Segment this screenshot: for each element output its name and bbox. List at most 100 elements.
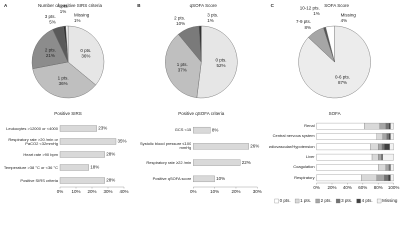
bar-segment	[390, 133, 394, 140]
value-label: 18%	[90, 165, 99, 170]
slice-category: 7-9 pts.	[296, 19, 311, 24]
category-label: Liver	[305, 154, 315, 160]
slice-category: 0 pts.	[216, 58, 227, 63]
category-label-box: Temperature >38 °C or <36 °C	[3, 164, 58, 170]
category-label: Respiratory	[294, 174, 315, 180]
slice-category: 2 pts.	[45, 47, 56, 52]
bar-segment	[390, 122, 394, 130]
category-label: Leukocytes >12000 or <4000	[6, 125, 58, 131]
x-tick-label: 0%	[313, 185, 320, 190]
category-label-box: Respiratory rate ≥22 /min	[146, 159, 192, 165]
bar-segment	[316, 143, 371, 151]
category-label: Coagulation	[293, 164, 315, 170]
category-label: Cardiovascular/Hypotension	[268, 143, 315, 149]
x-tick-label: 20%	[87, 189, 96, 194]
pie-title: Number of positive SIRS criteria	[38, 3, 103, 8]
pie-slice	[198, 25, 202, 63]
value-label: 8%	[212, 127, 219, 132]
panel-letter: B	[137, 3, 141, 8]
legend-swatch	[274, 198, 279, 204]
slice-value-label: 1%	[207, 18, 214, 23]
bar-segment	[384, 143, 390, 151]
bar-segment	[388, 122, 391, 130]
x-tick-label: 40%	[119, 189, 128, 194]
slice-value-label: 87%	[338, 80, 347, 85]
bar-segment	[379, 122, 387, 130]
x-tick-label: 0%	[190, 189, 197, 194]
category-label-box: Liver	[305, 154, 315, 160]
slice-category: 10-12 pts.	[300, 5, 320, 10]
chart-title: SOFA	[329, 111, 341, 116]
panel-letter: A	[4, 3, 8, 8]
bar-segment	[384, 174, 389, 182]
bar-segment	[316, 174, 362, 182]
slice-value-label: 10%	[176, 21, 185, 26]
legend-label: 2 pts.	[321, 198, 332, 203]
category-label: Temperature >38 °C or <36 °C	[3, 164, 58, 170]
bar	[59, 177, 105, 184]
slice-category: 3 pts.	[45, 14, 56, 19]
slice-value-label: 4%	[341, 18, 348, 23]
slice-category: 2 pts.	[174, 15, 185, 20]
bar-segment	[378, 143, 383, 151]
category-label-box: Central nervous system	[272, 133, 315, 139]
category-label-box: Heart rate >90 bpm	[23, 152, 58, 156]
pie-slice	[32, 61, 97, 99]
legend-swatch	[376, 198, 382, 204]
category-label-box: Cardiovascular/Hypotension	[268, 143, 315, 149]
slice-value-label: 1%	[60, 9, 67, 14]
x-tick-label: 10%	[210, 189, 219, 194]
slice-value-label: 36%	[81, 54, 90, 59]
bar	[193, 126, 211, 134]
x-tick-label: 30%	[253, 189, 262, 194]
slice-value-label: 36%	[59, 81, 68, 86]
category-label: Respiratory rate ≥22 /min	[146, 159, 192, 165]
slice-category: 0 pts.	[80, 48, 91, 53]
legend-label: Missing	[382, 198, 398, 203]
legend-label: 1 pts.	[300, 198, 311, 203]
pie-title: SOFA Score	[324, 3, 349, 8]
pie-slice	[31, 29, 69, 69]
bar	[193, 175, 215, 183]
value-label: 28%	[106, 178, 115, 183]
value-label: 26%	[250, 144, 259, 149]
slice-value-label: 8%	[305, 25, 312, 30]
category-label: Central nervous system	[272, 133, 315, 139]
x-tick-label: 10%	[71, 189, 80, 194]
chart-title: Positive SIRS	[54, 111, 82, 116]
bar-segment	[316, 153, 373, 161]
bar-segment	[378, 153, 382, 161]
bar-segment	[371, 153, 379, 161]
legend-swatch	[335, 198, 341, 204]
category-label-box: Positive qSOFA score	[153, 176, 192, 180]
slice-value-label: 5%	[49, 20, 56, 25]
slice-category: 1 pts.	[58, 76, 69, 81]
slice-category: Missing	[74, 12, 90, 17]
legend-swatch	[356, 198, 361, 204]
slice-value-label: 21%	[46, 53, 55, 58]
category-label: GCS <15	[174, 127, 192, 133]
bar	[193, 143, 249, 150]
category-label-box: Renal	[304, 124, 314, 128]
bar-segment	[370, 143, 379, 151]
x-tick-label: 20%	[327, 185, 336, 190]
bar-segment	[390, 164, 394, 171]
value-label: 23%	[98, 126, 107, 131]
category-label: Positive SIRS criteria	[20, 177, 58, 183]
pie-slice	[325, 25, 335, 63]
bar-segment	[316, 122, 365, 130]
legend-label: 3 pts.	[341, 198, 352, 203]
pie-slice	[65, 25, 69, 63]
category-label: Systolic blood pressure ≤100 mmHg	[139, 141, 192, 151]
bar-segment	[385, 164, 390, 171]
x-tick-label: 40%	[343, 185, 352, 190]
bar	[59, 151, 105, 158]
bar-segment	[376, 133, 383, 140]
slice-category: 1 pts.	[177, 62, 188, 67]
value-label: 22%	[242, 160, 251, 165]
bar	[59, 125, 97, 132]
category-label-box: Leukocytes >12000 or <4000	[6, 125, 58, 131]
bar	[59, 164, 89, 171]
x-tick-label: 60%	[358, 185, 367, 190]
bar	[59, 138, 117, 145]
